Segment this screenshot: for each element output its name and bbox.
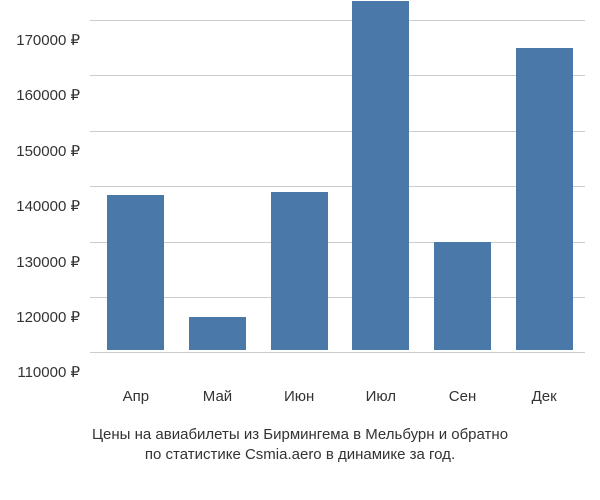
bar [107,195,164,350]
bar [189,317,246,350]
caption-line-1: Цены на авиабилеты из Бирмингема в Мельб… [0,425,600,445]
xtick-label: Дек [532,388,557,405]
ytick-label: 130000 ₽ [16,253,80,271]
ytick-label: 110000 ₽ [17,363,80,381]
caption-line-2: по статистике Csmia.aero в динамике за г… [0,445,600,465]
bar [434,242,491,350]
bar [516,48,573,350]
chart-caption: Цены на авиабилеты из Бирмингема в Мельб… [0,425,600,466]
bar [352,1,409,350]
xtick-label: Апр [123,388,149,405]
xtick-label: Июн [284,388,314,405]
xtick-label: Июл [366,388,396,405]
chart-container: 110000 ₽120000 ₽130000 ₽140000 ₽150000 ₽… [95,20,585,410]
ytick-label: 160000 ₽ [16,86,80,104]
bars-group [95,0,585,350]
gridline [90,352,585,353]
bar [271,192,328,350]
ytick-label: 170000 ₽ [16,31,80,49]
ytick-label: 150000 ₽ [16,142,80,160]
xtick-label: Сен [449,388,476,405]
ytick-label: 140000 ₽ [16,197,80,215]
xtick-label: Май [203,388,232,405]
ytick-label: 120000 ₽ [16,308,80,326]
plot-area [95,20,585,380]
